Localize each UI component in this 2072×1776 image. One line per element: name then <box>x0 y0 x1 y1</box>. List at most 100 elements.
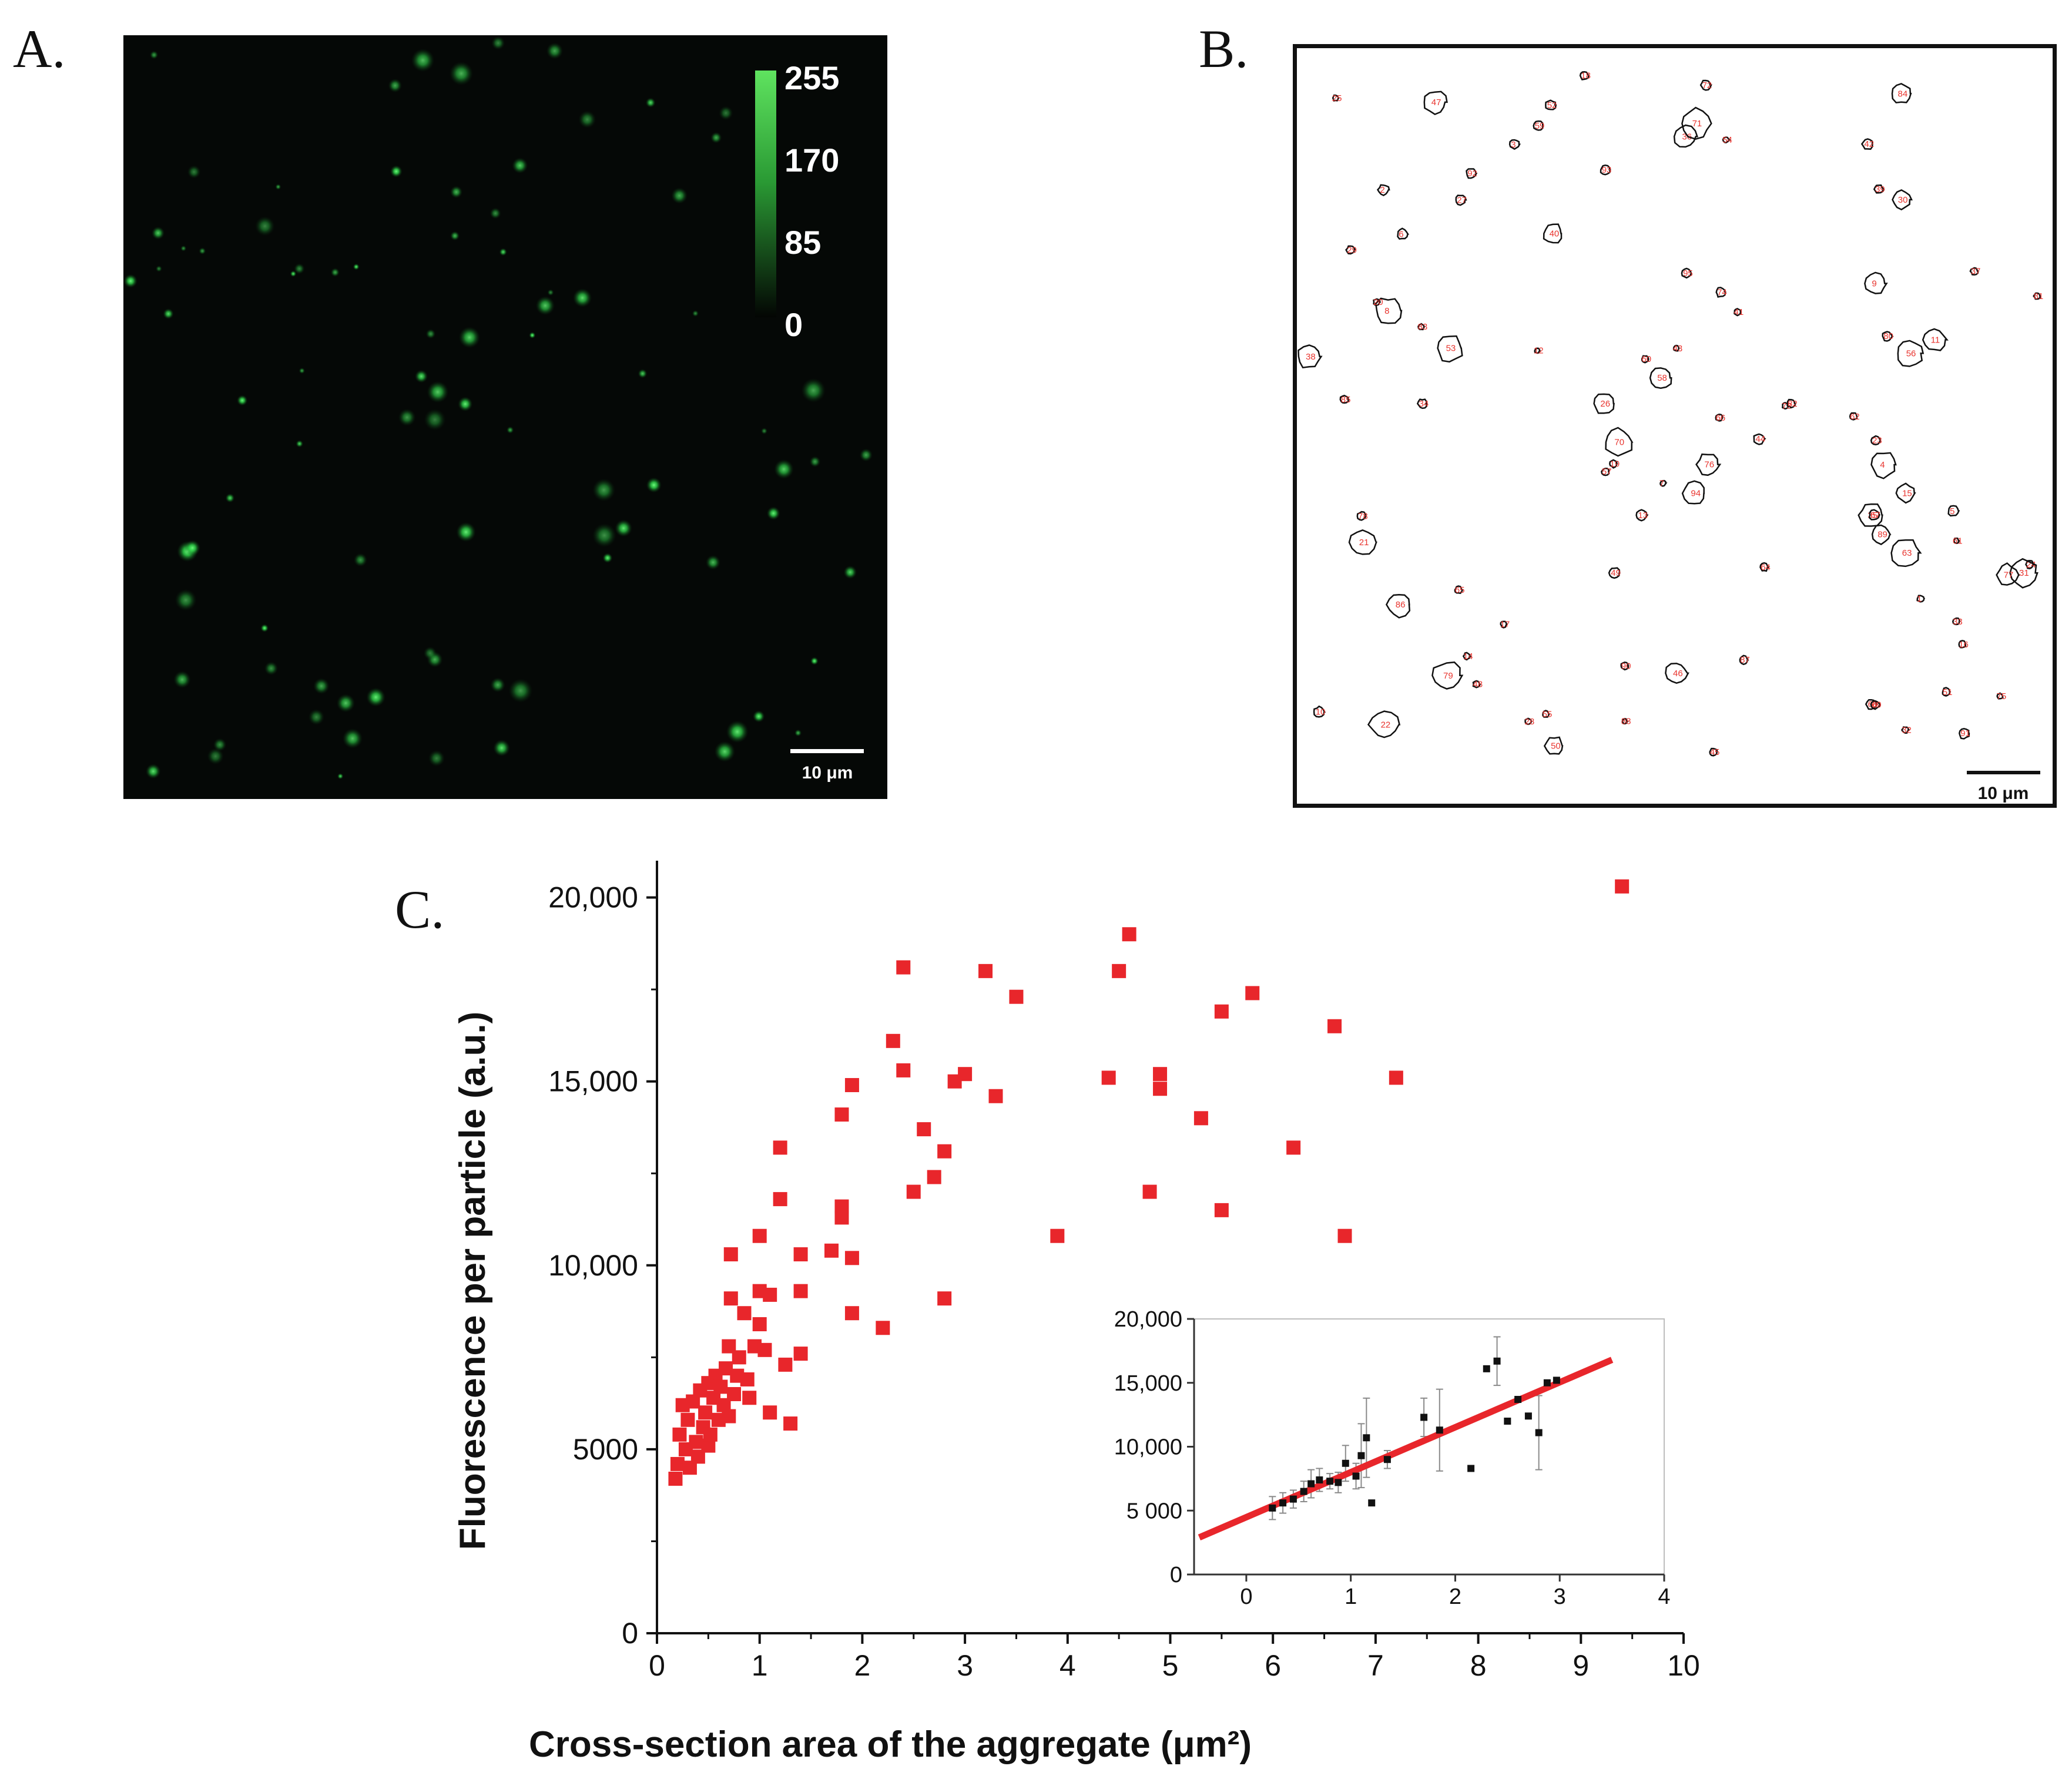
particle-outline <box>1600 164 1611 176</box>
micrograph-canvas: 255 170 85 0 10 μm <box>123 36 873 783</box>
data-point <box>773 1192 787 1207</box>
particle-spot <box>456 522 476 542</box>
particle-index: 17 <box>1500 620 1510 630</box>
particle-index: 23 <box>1872 436 1882 446</box>
particle-index: 27 <box>1457 195 1467 205</box>
particle-index: 46 <box>1673 669 1683 679</box>
particle-index: 68 <box>1868 700 1878 710</box>
data-point <box>1153 1082 1168 1096</box>
particle-spot <box>414 370 428 383</box>
particle-spot <box>199 247 206 255</box>
data-point <box>1101 1070 1116 1085</box>
data-point <box>844 1077 859 1092</box>
particle-index: 12 <box>1534 346 1544 356</box>
particle-outline <box>1641 355 1649 364</box>
particle-outline <box>1431 661 1464 690</box>
particle-outline <box>1542 710 1550 718</box>
particle-index: 73 <box>1782 401 1792 411</box>
inset-data-point <box>1316 1476 1323 1484</box>
particle-outline <box>1895 482 1916 504</box>
particle-spot <box>490 677 505 693</box>
inset-data-point <box>1514 1396 1522 1404</box>
particle-index: 20 <box>1373 297 1383 307</box>
inset-data-point <box>1543 1379 1551 1386</box>
particle-spot <box>602 553 613 563</box>
particle-outline <box>1952 617 1960 626</box>
particle-outline <box>1916 595 1926 603</box>
particle-spot <box>671 187 688 204</box>
particle-outline <box>1870 452 1897 479</box>
data-point <box>937 1291 952 1306</box>
particle-spot <box>760 428 768 435</box>
particle-spot <box>508 679 533 703</box>
particle-index: 59 <box>1535 121 1545 131</box>
particle-index: 45 <box>1710 747 1720 757</box>
particle-outline <box>1786 398 1797 409</box>
x-tick-label: 1 <box>752 1649 768 1682</box>
y-tick-label: 15,000 <box>548 1065 638 1098</box>
particle-spot <box>843 565 857 579</box>
data-point <box>1389 1070 1403 1085</box>
particle-index: 22 <box>1381 720 1391 730</box>
particle-index: 11 <box>1931 335 1940 345</box>
segmentation-canvas: 1234567891011121314151617181920212223242… <box>1297 71 2043 803</box>
particle-outline <box>1734 308 1742 317</box>
particle-outline <box>1996 562 2020 586</box>
particle-spot <box>646 477 662 493</box>
particle-index: 40 <box>1550 229 1560 239</box>
data-point <box>783 1416 798 1431</box>
particle-index: 79 <box>1443 671 1453 681</box>
particle-spot <box>237 395 248 406</box>
particle-index: 8 <box>1384 306 1389 316</box>
particle-spot <box>810 657 819 665</box>
particle-index: 38 <box>1306 352 1316 362</box>
particle-index: 86 <box>1396 600 1406 610</box>
particle-index: 55 <box>1543 710 1553 720</box>
inset-data-point <box>1307 1480 1315 1488</box>
particle-spot <box>547 289 554 296</box>
y-tick-label: 5000 <box>573 1433 638 1466</box>
data-point <box>793 1247 808 1262</box>
data-point <box>680 1412 695 1427</box>
scale-bar <box>790 749 864 753</box>
particle-outline <box>1659 479 1668 487</box>
particle-spot <box>794 729 802 737</box>
particle-outline <box>1860 138 1873 150</box>
particle-outline <box>1356 511 1367 521</box>
particle-index: 61 <box>1953 536 1963 546</box>
particle-outline <box>1715 287 1726 298</box>
particle-spot <box>615 519 632 537</box>
inset-y-tick-label: 20,000 <box>1114 1307 1182 1332</box>
data-point <box>1615 879 1630 894</box>
particle-index: 18 <box>1581 71 1591 81</box>
inset-data-point <box>1504 1418 1511 1425</box>
particle-index: 89 <box>1877 529 1887 539</box>
particle-outline <box>1958 640 1967 649</box>
particle-index: 54 <box>1722 135 1732 145</box>
inset-data-point <box>1279 1499 1287 1507</box>
particle-spot <box>507 426 514 434</box>
data-point <box>727 1386 742 1401</box>
particle-outline <box>1533 120 1544 131</box>
inset-x-tick-label: 4 <box>1658 1584 1670 1609</box>
particle-index: 7 <box>1659 478 1664 488</box>
particle-spot <box>149 51 159 59</box>
data-point <box>763 1287 777 1302</box>
particle-index: 77 <box>2004 570 2014 580</box>
particle-index: 84 <box>1898 89 1908 99</box>
particle-spot <box>337 773 344 780</box>
panel-b-label: B. <box>1199 19 1249 79</box>
particle-outline <box>1417 323 1426 331</box>
data-point <box>834 1210 849 1225</box>
particle-outline <box>1593 393 1615 414</box>
data-point <box>1337 1228 1352 1243</box>
particle-spot <box>491 36 505 50</box>
inset-data-point <box>1326 1478 1334 1485</box>
particle-index: 47 <box>1431 98 1441 108</box>
particle-outline <box>1462 652 1472 661</box>
particle-outline <box>1891 83 1912 104</box>
particle-index: 56 <box>1906 348 1916 358</box>
inset-data-point <box>1269 1504 1276 1512</box>
particle-index: 10 <box>1316 707 1326 717</box>
scale-bar <box>1967 771 2040 774</box>
